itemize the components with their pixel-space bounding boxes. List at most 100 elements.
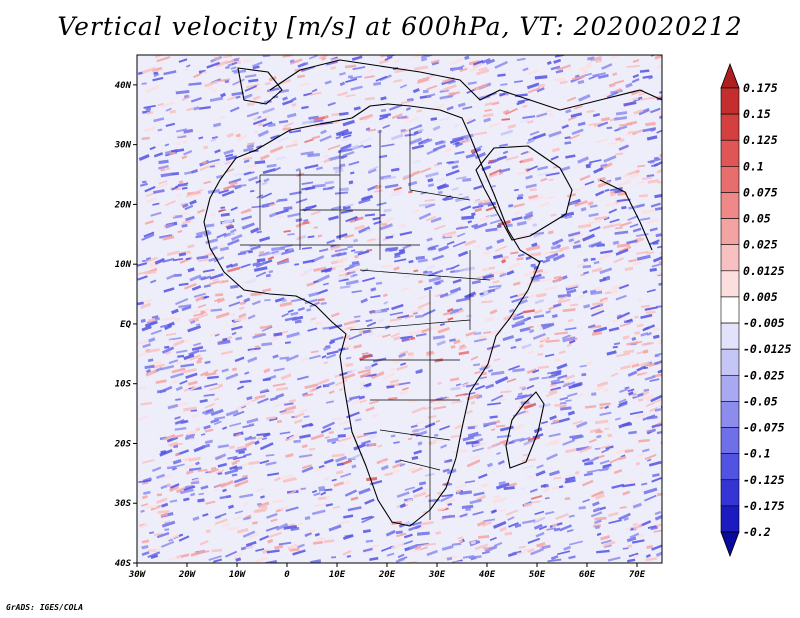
field-streak xyxy=(242,93,253,100)
field-streak xyxy=(261,326,273,332)
field-streak xyxy=(370,294,381,299)
field-streak xyxy=(541,420,549,425)
field-streak xyxy=(214,297,221,303)
field-streak xyxy=(263,178,270,183)
field-streak xyxy=(216,297,225,304)
colorbar-label: 0.005 xyxy=(743,290,778,304)
field-streak xyxy=(458,138,468,143)
field-streak xyxy=(457,250,469,258)
field-streak xyxy=(360,136,373,144)
field-streak xyxy=(608,82,616,88)
field-streak xyxy=(633,109,644,115)
field-streak xyxy=(657,418,662,423)
field-streak xyxy=(494,376,509,385)
field-streak xyxy=(407,437,413,441)
field-streak xyxy=(232,410,245,417)
field-streak xyxy=(244,371,250,375)
field-streak xyxy=(217,444,229,449)
field-streak xyxy=(188,467,202,472)
y-tick-label: 40N xyxy=(115,81,132,91)
field-streak xyxy=(566,343,572,348)
field-streak xyxy=(605,445,614,450)
field-streak xyxy=(222,426,228,430)
field-streak xyxy=(151,66,163,73)
field-streak xyxy=(514,317,528,326)
field-streak xyxy=(183,485,196,491)
field-streak xyxy=(390,434,396,438)
field-streak xyxy=(325,503,334,507)
field-streak xyxy=(478,335,487,340)
field-streak xyxy=(274,297,285,303)
field-streak xyxy=(465,440,479,445)
field-streak xyxy=(254,345,260,348)
field-streak xyxy=(337,148,352,154)
field-streak xyxy=(641,341,654,347)
field-streak xyxy=(508,365,520,371)
field-streak xyxy=(551,314,558,319)
field-streak xyxy=(174,419,185,425)
field-streak xyxy=(384,472,393,477)
field-streak xyxy=(166,534,180,541)
field-streak xyxy=(382,124,391,129)
field-streak xyxy=(390,542,405,550)
field-streak xyxy=(366,476,378,482)
field-streak xyxy=(309,301,320,308)
field-streak xyxy=(582,70,588,75)
field-streak xyxy=(310,350,319,354)
field-streak xyxy=(553,277,564,283)
field-streak xyxy=(220,206,226,209)
field-streak xyxy=(160,450,167,455)
field-streak xyxy=(269,396,278,402)
colorbar-swatch xyxy=(720,244,740,272)
field-streak xyxy=(150,554,159,560)
field-streak xyxy=(394,258,407,263)
field-streak xyxy=(400,128,411,134)
field-streak xyxy=(231,323,237,328)
field-streak xyxy=(478,535,490,539)
field-streak xyxy=(403,521,416,525)
field-streak xyxy=(541,544,551,550)
field-streak xyxy=(564,136,571,140)
field-streak xyxy=(379,223,393,231)
field-streak xyxy=(557,550,571,556)
field-streak xyxy=(402,500,408,505)
field-streak xyxy=(501,118,511,121)
field-streak xyxy=(414,65,429,71)
field-streak xyxy=(594,419,609,425)
field-streak xyxy=(420,167,432,174)
field-streak xyxy=(382,216,395,225)
colorbar-top-arrow xyxy=(720,62,740,89)
field-streak xyxy=(399,463,406,467)
field-streak xyxy=(138,153,150,162)
field-streak xyxy=(629,532,640,539)
colorbar-label: 0.0125 xyxy=(743,264,785,278)
field-streak xyxy=(261,204,270,209)
field-streak xyxy=(431,269,444,276)
field-streak xyxy=(540,177,548,182)
field-streak xyxy=(272,382,286,387)
field-streak xyxy=(545,195,555,200)
field-streak xyxy=(499,92,506,97)
field-streak xyxy=(437,326,450,334)
field-streak xyxy=(546,254,555,260)
field-streak xyxy=(403,174,411,179)
field-streak xyxy=(646,217,659,225)
field-streak xyxy=(221,218,234,225)
field-streak xyxy=(221,190,235,197)
field-streak xyxy=(516,394,528,398)
field-streak xyxy=(182,140,188,144)
field-streak xyxy=(502,109,510,115)
field-streak xyxy=(146,257,152,261)
field-streak xyxy=(449,137,464,144)
field-streak xyxy=(527,69,539,75)
field-streak xyxy=(243,516,251,521)
field-streak xyxy=(243,297,251,303)
field-streak xyxy=(153,532,163,536)
field-streak xyxy=(540,323,552,327)
field-streak xyxy=(285,143,298,148)
field-streak xyxy=(390,469,400,475)
field-streak xyxy=(169,499,178,503)
colorbar-swatch xyxy=(720,87,740,115)
field-streak xyxy=(552,523,558,528)
field-streak xyxy=(153,152,164,158)
